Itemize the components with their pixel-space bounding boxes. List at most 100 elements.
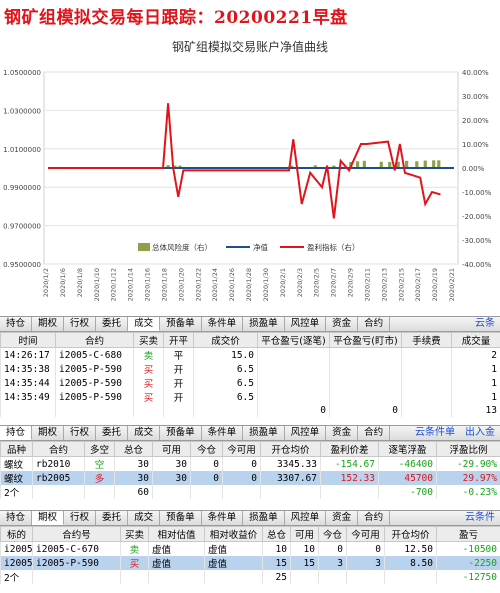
column-header[interactable]: 标的 [0, 526, 33, 542]
column-header[interactable]: 盈亏 [436, 526, 500, 542]
tab-right-link[interactable]: 云条 [475, 318, 495, 329]
x-tick-label: 2020/2/7 [330, 268, 338, 297]
tab[interactable]: 行权 [64, 426, 97, 440]
chart-title: 钢矿组模拟交易账户净值曲线 [172, 39, 328, 54]
risk-bar [388, 162, 392, 168]
tab-right-links: 云条件单 出入金 [410, 426, 500, 440]
table-row[interactable]: 14:26:17 i2005-C-680 卖平 15.0 2 [0, 347, 500, 362]
column-header[interactable]: 成交价 [193, 332, 258, 348]
column-header[interactable]: 开仓均价 [384, 526, 437, 542]
table-total-row[interactable]: 2个 25 -12750 [0, 570, 500, 584]
table-total-row[interactable]: 0 0 13 [0, 404, 500, 417]
column-header[interactable]: 平仓盈亏(盯市) [329, 332, 402, 348]
column-header[interactable]: 合约 [55, 332, 134, 348]
tab[interactable]: 行权 [64, 317, 97, 331]
tab[interactable]: 期权 [32, 317, 65, 331]
table-cell: 0 [222, 456, 261, 471]
tab[interactable]: 行权 [64, 511, 97, 525]
column-header[interactable]: 相对估值 [148, 526, 205, 542]
table-cell: 25 [262, 570, 291, 584]
table-cell: rb2005 [32, 471, 85, 485]
x-tick-label: 2020/1/30 [262, 268, 270, 301]
tab[interactable]: 预备单 [160, 511, 202, 525]
tab[interactable]: 委托 [96, 317, 129, 331]
column-header[interactable]: 多空 [84, 441, 115, 457]
tab[interactable]: 持仓 [0, 426, 33, 440]
tab-right-links: 云条件 [460, 511, 500, 525]
column-header[interactable]: 可用 [290, 526, 319, 542]
table-cell [384, 570, 437, 584]
tab[interactable]: 损盈单 [243, 317, 285, 331]
tab[interactable]: 损盈单 [243, 426, 285, 440]
tab[interactable]: 风控单 [285, 317, 327, 331]
table-row[interactable]: 14:35:38 i2005-P-590 买开 6.5 1 [0, 362, 500, 376]
table-row[interactable]: 14:35:49 i2005-P-590 买开 6.5 1 [0, 390, 500, 404]
column-header[interactable]: 开平 [163, 332, 194, 348]
column-header[interactable]: 盈利价差 [320, 441, 379, 457]
tab[interactable]: 成交 [128, 317, 161, 331]
table-cell: 1 [451, 390, 500, 404]
table-row[interactable]: i2005 i2005-C-670 卖虚值 虚值 10 10 0 0 12.50 -10500 [0, 541, 500, 556]
tab[interactable]: 合约 [358, 317, 391, 331]
table-cell: i2005-C-670 [32, 541, 121, 556]
tab[interactable]: 持仓 [0, 511, 33, 525]
column-header[interactable]: 成交量 [451, 332, 500, 348]
table-row[interactable]: 螺纹 rb2010 空 30 30 0 0 3345.33 -154.67 -46400 -29.9… [0, 456, 500, 471]
column-header[interactable]: 合约 [32, 441, 85, 457]
column-header[interactable]: 平仓盈亏(逐笔) [257, 332, 330, 348]
tab[interactable]: 期权 [32, 511, 65, 525]
y-left-tick-label: 0.9500000 [3, 261, 41, 269]
column-header[interactable]: 时间 [0, 332, 56, 348]
column-header[interactable]: 浮盈比例 [436, 441, 500, 457]
table-row[interactable]: 14:35:44 i2005-P-590 买开 6.5 1 [0, 376, 500, 390]
legend-label-risk: 总体风险度（右） [152, 242, 212, 252]
tab-right-link[interactable]: 云条件单 [415, 427, 455, 438]
column-header[interactable]: 可用 [152, 441, 191, 457]
table-total-row[interactable]: 2个 60 -700 -0.23% [0, 485, 500, 499]
tab[interactable]: 预备单 [160, 317, 202, 331]
column-header[interactable]: 手续费 [401, 332, 452, 348]
tab[interactable]: 预备单 [160, 426, 202, 440]
column-header[interactable]: 今可用 [222, 441, 261, 457]
table-cell: 14:26:17 [0, 347, 56, 362]
tab[interactable]: 持仓 [0, 317, 33, 331]
tab[interactable]: 损盈单 [243, 511, 285, 525]
tab-right-link[interactable]: 出入金 [465, 427, 495, 438]
column-header[interactable]: 相对收益价 [204, 526, 263, 542]
tab[interactable]: 条件单 [202, 511, 244, 525]
table-cell [32, 485, 85, 499]
tab[interactable]: 风控单 [285, 426, 327, 440]
x-tick-label: 2020/1/16 [144, 268, 152, 301]
tab[interactable]: 资金 [326, 511, 359, 525]
tab-right-link[interactable]: 云条件 [465, 512, 495, 523]
tab[interactable]: 成交 [128, 511, 161, 525]
column-header[interactable]: 总仓 [114, 441, 153, 457]
table-cell: 0 [190, 471, 223, 485]
column-header[interactable]: 今仓 [318, 526, 347, 542]
column-header[interactable]: 合约号 [32, 526, 121, 542]
column-header[interactable]: 开仓均价 [260, 441, 321, 457]
tab[interactable]: 委托 [96, 511, 129, 525]
column-header[interactable]: 逐笔浮盈 [378, 441, 437, 457]
tab[interactable]: 成交 [128, 426, 161, 440]
tab[interactable]: 期权 [32, 426, 65, 440]
tab[interactable]: 合约 [358, 426, 391, 440]
tab[interactable]: 条件单 [202, 317, 244, 331]
tab[interactable]: 委托 [96, 426, 129, 440]
column-header[interactable]: 总仓 [262, 526, 291, 542]
tab[interactable]: 资金 [326, 426, 359, 440]
tab[interactable]: 资金 [326, 317, 359, 331]
tab[interactable]: 条件单 [202, 426, 244, 440]
table-cell: 8.50 [384, 556, 437, 570]
column-header[interactable]: 买卖 [120, 526, 149, 542]
table-row[interactable]: 螺纹 rb2005 多 30 30 0 0 3307.67 152.33 45700 29.97% [0, 471, 500, 485]
table-row[interactable]: i2005 i2005-P-590 买虚值 虚值 15 15 3 3 8.50 -2250 [0, 556, 500, 570]
column-header[interactable]: 今可用 [346, 526, 385, 542]
table-cell: i2005-P-590 [55, 376, 134, 390]
column-header[interactable]: 今仓 [190, 441, 223, 457]
tab[interactable]: 风控单 [285, 511, 327, 525]
column-header[interactable]: 买卖 [133, 332, 164, 348]
column-header[interactable]: 品种 [0, 441, 33, 457]
table-cell: 3345.33 [260, 456, 321, 471]
tab[interactable]: 合约 [358, 511, 391, 525]
